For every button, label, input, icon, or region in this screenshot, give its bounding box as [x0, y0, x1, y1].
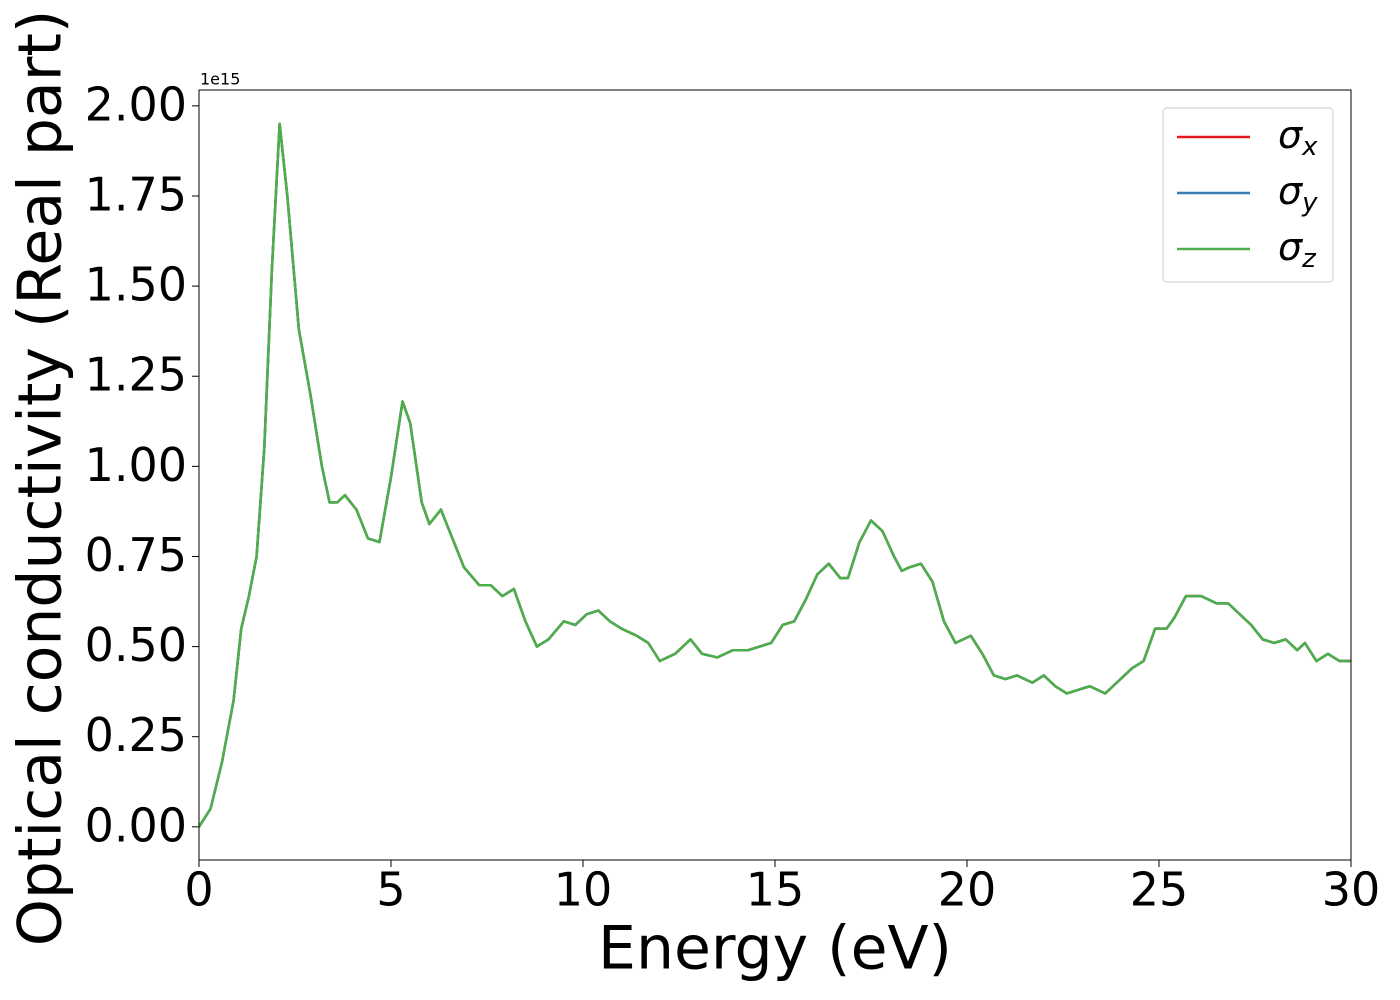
legend-label: σy — [1278, 169, 1318, 218]
plot-frame — [198, 89, 1352, 861]
y-offset-label: 1e15 — [200, 70, 240, 89]
y-tick-label: 0.50 — [85, 618, 187, 672]
y-tick-label: 0.75 — [85, 528, 187, 582]
y-axis-label: Optical conductivity (Real part) — [6, 10, 76, 947]
x-tick-label: 0 — [184, 863, 213, 917]
x-tick-label: 15 — [746, 863, 805, 917]
legend-label: σx — [1278, 113, 1318, 162]
series-line — [199, 122, 1351, 828]
y-tick-label: 2.00 — [85, 77, 187, 131]
x-axis-label: Energy (eV) — [598, 914, 952, 984]
x-tick-label: 30 — [1322, 863, 1381, 917]
y-tick-label: 0.25 — [85, 708, 187, 762]
y-tick-label: 1.00 — [85, 438, 187, 492]
y-tick-label: 0.00 — [85, 798, 187, 852]
y-tick-label: 1.50 — [85, 258, 187, 312]
legend-box — [1162, 107, 1334, 283]
legend-label: σz — [1278, 225, 1317, 274]
x-tick-label: 20 — [938, 863, 997, 917]
x-tick-label: 10 — [554, 863, 613, 917]
x-tick-label: 25 — [1130, 863, 1189, 917]
y-tick-label: 1.25 — [85, 348, 187, 402]
x-tick-label: 5 — [376, 863, 405, 917]
y-tick-label: 1.75 — [85, 167, 187, 221]
